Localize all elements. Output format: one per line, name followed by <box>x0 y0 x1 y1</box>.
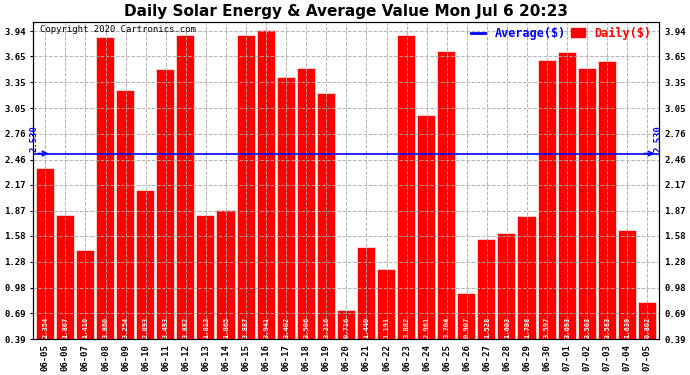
Text: 2.530: 2.530 <box>30 125 39 152</box>
Bar <box>177 36 195 339</box>
Bar <box>137 191 155 339</box>
Text: 3.597: 3.597 <box>544 317 550 338</box>
Text: Copyright 2020 Cartronics.com: Copyright 2020 Cartronics.com <box>39 25 195 34</box>
Bar <box>579 69 595 339</box>
Bar <box>378 270 395 339</box>
Bar <box>438 52 455 339</box>
Bar <box>297 69 315 339</box>
Text: 2.093: 2.093 <box>143 317 148 338</box>
Bar <box>97 38 114 339</box>
Text: 3.402: 3.402 <box>283 317 289 338</box>
Text: 2.530: 2.530 <box>654 125 663 152</box>
Bar <box>217 211 235 339</box>
Text: 0.802: 0.802 <box>644 317 651 338</box>
Bar <box>117 91 134 339</box>
Text: 3.941: 3.941 <box>263 317 269 338</box>
Text: 3.860: 3.860 <box>103 317 108 338</box>
Text: 1.440: 1.440 <box>364 317 369 338</box>
Bar <box>418 116 435 339</box>
Text: 3.503: 3.503 <box>584 317 590 338</box>
Text: 0.907: 0.907 <box>464 317 470 338</box>
Bar <box>237 36 255 339</box>
Text: 1.798: 1.798 <box>524 317 530 338</box>
Text: 3.704: 3.704 <box>444 317 450 338</box>
Text: 3.216: 3.216 <box>324 317 329 338</box>
Bar <box>478 240 495 339</box>
Bar <box>458 294 475 339</box>
Text: 1.807: 1.807 <box>62 317 68 338</box>
Text: 1.191: 1.191 <box>384 317 390 338</box>
Text: 3.887: 3.887 <box>243 317 249 338</box>
Bar <box>37 169 54 339</box>
Bar <box>539 61 555 339</box>
Bar <box>157 70 175 339</box>
Bar <box>619 231 636 339</box>
Bar <box>398 36 415 339</box>
Text: 3.254: 3.254 <box>123 317 128 338</box>
Text: 1.410: 1.410 <box>83 317 88 338</box>
Text: 3.506: 3.506 <box>303 317 309 338</box>
Text: 0.716: 0.716 <box>344 317 349 338</box>
Bar <box>197 216 215 339</box>
Text: 3.882: 3.882 <box>404 317 410 338</box>
Bar <box>498 234 515 339</box>
Text: 1.639: 1.639 <box>624 317 631 338</box>
Text: 2.354: 2.354 <box>42 317 48 338</box>
Bar <box>318 94 335 339</box>
Text: 1.813: 1.813 <box>203 317 209 338</box>
Bar <box>77 251 94 339</box>
Bar <box>639 303 656 339</box>
Text: 3.882: 3.882 <box>183 317 189 338</box>
Bar <box>599 62 615 339</box>
Bar <box>559 53 575 339</box>
Text: 3.693: 3.693 <box>564 317 570 338</box>
Bar <box>338 311 355 339</box>
Bar <box>257 31 275 339</box>
Text: 2.961: 2.961 <box>424 317 430 338</box>
Bar <box>518 217 535 339</box>
Bar <box>57 216 74 339</box>
Bar <box>358 248 375 339</box>
Legend: Average($), Daily($): Average($), Daily($) <box>469 24 653 42</box>
Title: Daily Solar Energy & Average Value Mon Jul 6 20:23: Daily Solar Energy & Average Value Mon J… <box>124 4 569 19</box>
Text: 1.528: 1.528 <box>484 317 490 338</box>
Text: 1.603: 1.603 <box>504 317 510 338</box>
Text: 3.583: 3.583 <box>604 317 610 338</box>
Text: 1.865: 1.865 <box>223 317 229 338</box>
Text: 3.493: 3.493 <box>163 317 169 338</box>
Bar <box>277 78 295 339</box>
